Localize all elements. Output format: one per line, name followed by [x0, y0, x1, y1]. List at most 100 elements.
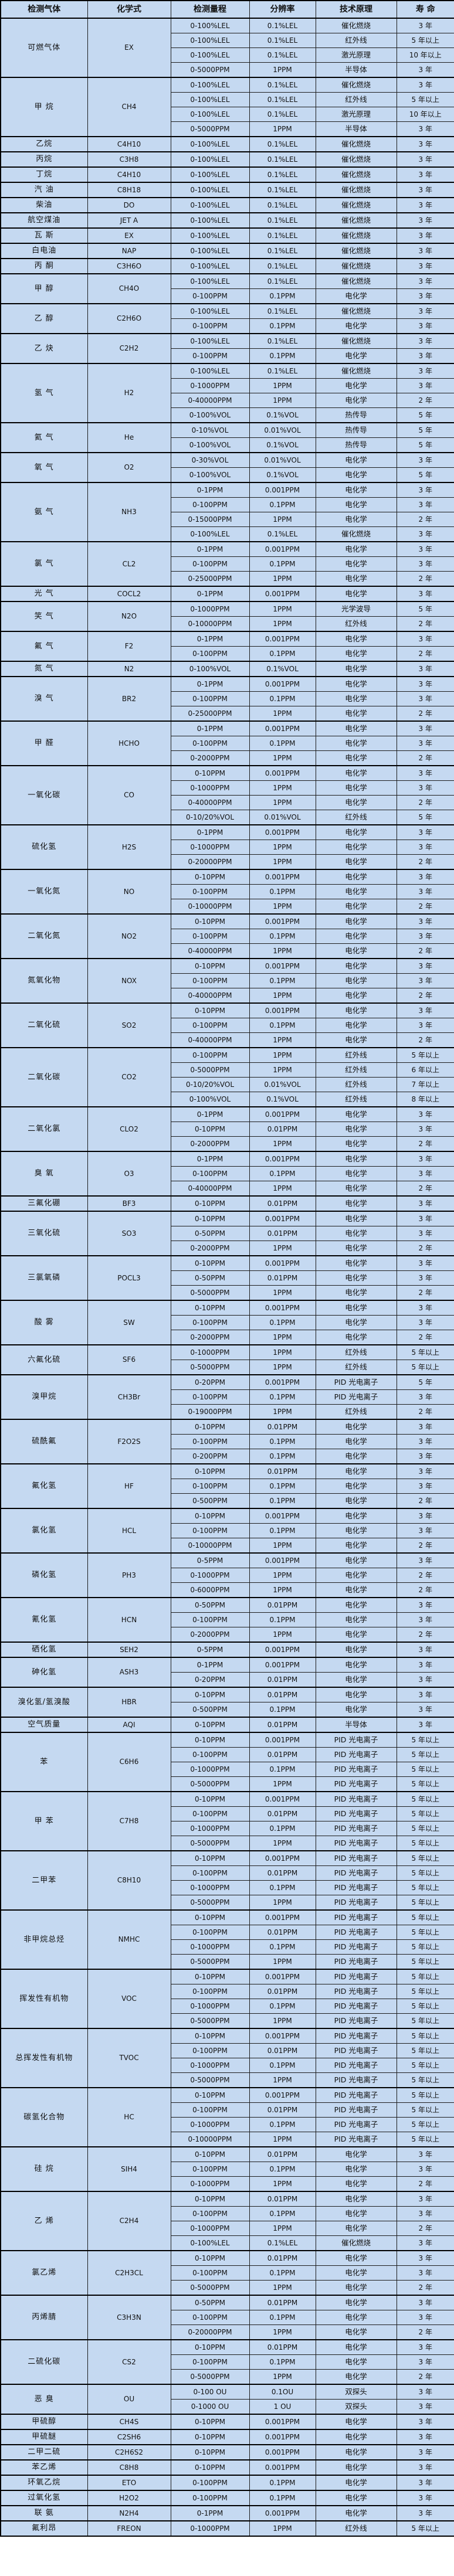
- resolution-cell: 0.001PPM: [249, 1657, 316, 1673]
- table-row: 0-200PPM 0.1PPM 电化学 3 年: [1, 1449, 454, 1464]
- resolution-cell: 0.1%VOL: [249, 661, 316, 677]
- range-cell: 0-500PPM: [170, 1702, 250, 1718]
- gas-name-cell: 柴油: [0, 197, 88, 213]
- resolution-cell: 0.01PPM: [249, 1687, 316, 1702]
- resolution-cell: 0.01PPM: [249, 1122, 316, 1137]
- lifetime-cell: 2 年: [396, 1404, 454, 1420]
- principle-cell: 电化学: [315, 2310, 397, 2325]
- range-cell: 0-200PPM: [170, 1449, 250, 1464]
- range-cell: 0-6000PPM: [170, 1582, 250, 1598]
- table-row: 臭 氧 O3 0-1PPM 0.001PPM 电化学 3 年: [0, 1151, 454, 1197]
- lifetime-cell: 3 年: [396, 1508, 454, 1524]
- resolution-cell: 1PPM: [249, 512, 316, 527]
- lifetime-cell: 3 年: [396, 1151, 454, 1167]
- gas-name-cell: 一氧化碳: [0, 765, 88, 825]
- principle-cell: 电化学: [315, 2324, 397, 2340]
- gas-name-cell: 白电油: [0, 243, 88, 259]
- formula-cell: NO: [87, 869, 171, 915]
- resolution-cell: 0.1PPM: [249, 2354, 316, 2370]
- resolution-cell: 0.01PPM: [249, 1226, 316, 1241]
- range-cell: 0-1PPM: [170, 586, 250, 602]
- lifetime-cell: 3 年: [396, 1479, 454, 1494]
- principle-cell: 电化学: [315, 1270, 397, 1286]
- formula-cell: TVOC: [87, 2028, 171, 2088]
- range-cell: 0-10PPM: [170, 2459, 250, 2476]
- table-row: 0-5000PPM 1PPM PID 光电离子 5 年以上: [1, 1836, 454, 1851]
- table-row: 0-1000PPM 1PPM 电化学 3 年: [1, 840, 454, 855]
- principle-cell: 催化燃烧: [315, 2235, 397, 2251]
- gas-name-cell: 乙 烯: [0, 2191, 88, 2251]
- lifetime-cell: 3 年: [396, 958, 454, 974]
- gas-name-cell: 二氧化氮: [0, 913, 88, 959]
- principle-cell: 激光原理: [315, 47, 397, 63]
- range-cell: 0-1000PPM: [170, 1344, 250, 1360]
- lifetime-cell: 2 年: [396, 795, 454, 810]
- resolution-cell: 0.1PPM: [249, 1493, 316, 1509]
- gas-name-cell: 汽 油: [0, 182, 88, 198]
- formula-cell: HBR: [87, 1687, 171, 1718]
- resolution-cell: 0.1%LEL: [249, 107, 316, 122]
- range-cell: 0-100%LEL: [170, 92, 250, 107]
- principle-cell: 光学波导: [315, 601, 397, 617]
- lifetime-cell: 3 年: [396, 378, 454, 393]
- lifetime-cell: 5 年以上: [396, 1776, 454, 1792]
- principle-cell: 催化燃烧: [315, 227, 397, 244]
- table-row: 甲 烷 CH4 0-100%LEL 0.1%LEL 催化燃烧 3 年: [0, 77, 454, 137]
- lifetime-cell: 2 年: [396, 1582, 454, 1598]
- table-row: 乙 烯 C2H4 0-10PPM 0.01PPM 电化学 3 年: [0, 2191, 454, 2251]
- table-row: 碳氢化合物 HC 0-10PPM 0.001PPM PID 光电离子 5 年以上: [0, 2087, 454, 2147]
- range-cell: 0-1000PPM: [170, 378, 250, 393]
- lifetime-cell: 5 年以上: [396, 1821, 454, 1836]
- principle-cell: 催化燃烧: [315, 303, 397, 319]
- lifetime-cell: 3 年: [396, 691, 454, 706]
- formula-cell: SO2: [87, 1002, 171, 1048]
- resolution-cell: 0.01PPM: [249, 2191, 316, 2207]
- lifetime-cell: 3 年: [396, 526, 454, 542]
- resolution-cell: 0.1%LEL: [249, 77, 316, 93]
- table-row: 磷化氢 PH3 0-5PPM 0.001PPM 电化学 3 年: [0, 1552, 454, 1598]
- principle-cell: 电化学: [315, 943, 397, 959]
- lifetime-cell: 3 年: [396, 2162, 454, 2177]
- table-row: 砷化氢 ASH3 0-1PPM 0.001PPM 电化学 3 年: [0, 1657, 454, 1688]
- range-cell: 0-100%VOL: [170, 1092, 250, 1107]
- gas-name-cell: 氦 气: [0, 422, 88, 453]
- lifetime-cell: 3 年: [396, 333, 454, 349]
- range-cell: 0-20PPM: [170, 1374, 250, 1390]
- resolution-cell: 0.1PPM: [249, 348, 316, 364]
- range-cell: 0-40000PPM: [170, 943, 250, 959]
- range-cell: 0-100%LEL: [170, 273, 250, 289]
- formula-cell: H2O2: [87, 2490, 171, 2506]
- principle-cell: PID 光电离子: [315, 1836, 397, 1851]
- resolution-cell: 0.01PPM: [249, 2102, 316, 2118]
- table-row: 乙 炔 C2H2 0-100%LEL 0.1%LEL 催化燃烧 3 年: [0, 333, 454, 364]
- resolution-cell: 0.1%VOL: [249, 437, 316, 453]
- lifetime-cell: 3 年: [396, 1657, 454, 1673]
- resolution-cell: 0.1PPM: [249, 2206, 316, 2221]
- resolution-cell: 0.1PPM: [249, 1702, 316, 1718]
- resolution-cell: 1PPM: [249, 988, 316, 1004]
- table-row: 一氧化碳 CO 0-10PPM 0.001PPM 电化学 3 年: [0, 765, 454, 825]
- range-cell: 0-100%LEL: [170, 18, 250, 33]
- lifetime-cell: 3 年: [396, 452, 454, 468]
- principle-cell: 电化学: [315, 1702, 397, 1718]
- range-cell: 0-1000PPM: [170, 780, 250, 796]
- resolution-cell: 1PPM: [249, 750, 316, 766]
- range-cell: 0-1000PPM: [170, 1880, 250, 1895]
- formula-cell: POCL3: [87, 1255, 171, 1301]
- resolution-cell: 0.1PPM: [249, 497, 316, 512]
- gas-name-cell: 氧 气: [0, 452, 88, 483]
- formula-cell: C3H6O: [87, 258, 171, 274]
- gas-name-cell: 氰化氢: [0, 1597, 88, 1643]
- table-row: 0-20000PPM 1PPM 电化学 2 年: [1, 2324, 454, 2340]
- gas-name-cell: 可燃气体: [0, 18, 88, 78]
- formula-cell: N2: [87, 661, 171, 677]
- table-row: 0-2000PPM 1PPM 电化学 2 年: [1, 750, 454, 766]
- lifetime-cell: 3 年: [396, 2459, 454, 2476]
- range-cell: 0-25000PPM: [170, 706, 250, 722]
- range-cell: 0-100%VOL: [170, 407, 250, 423]
- lifetime-cell: 3 年: [396, 318, 454, 334]
- resolution-cell: 0.001PPM: [249, 676, 316, 692]
- table-row: 0-2000PPM 1PPM 电化学 2 年: [1, 1136, 454, 1152]
- principle-cell: PID 光电离子: [315, 1969, 397, 1984]
- resolution-cell: 1PPM: [249, 899, 316, 915]
